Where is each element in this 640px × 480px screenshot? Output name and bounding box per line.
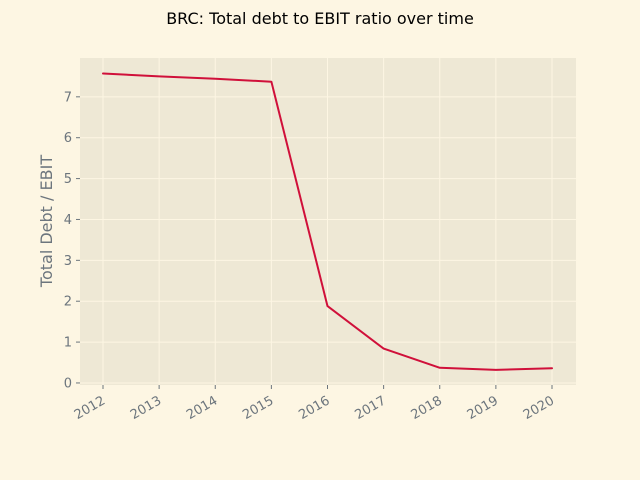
x-tick-label: 2018 bbox=[409, 393, 445, 423]
x-tick-label: 2012 bbox=[72, 393, 108, 423]
y-tick-label: 2 bbox=[64, 295, 72, 310]
y-tick-label: 3 bbox=[64, 254, 72, 269]
series-line bbox=[102, 72, 553, 371]
y-tick-label: 6 bbox=[64, 131, 72, 146]
y-axis-label: Total Debt / EBIT bbox=[37, 155, 56, 288]
series-group bbox=[102, 72, 553, 371]
y-axis: 0 1 2 3 4 5 6 7 bbox=[64, 90, 80, 391]
x-tick-label: 2017 bbox=[352, 393, 388, 423]
y-tick-label: 5 bbox=[64, 172, 72, 187]
y-tick-label: 7 bbox=[64, 90, 72, 105]
y-tick-label: 4 bbox=[64, 213, 72, 228]
gridlines bbox=[80, 58, 576, 385]
x-tick-label: 2015 bbox=[240, 393, 276, 423]
x-tick-label: 2020 bbox=[521, 393, 557, 423]
chart-title: BRC: Total debt to EBIT ratio over time bbox=[166, 9, 474, 28]
x-tick-label: 2016 bbox=[296, 393, 332, 423]
x-axis: 2012 2013 2014 2015 2016 2017 2018 2019 2020 bbox=[72, 385, 557, 423]
x-tick-label: 2013 bbox=[128, 393, 164, 423]
x-tick-label: 2014 bbox=[184, 393, 220, 423]
y-tick-label: 1 bbox=[64, 336, 72, 351]
x-tick-label: 2019 bbox=[465, 393, 501, 423]
y-tick-label: 0 bbox=[64, 376, 72, 391]
